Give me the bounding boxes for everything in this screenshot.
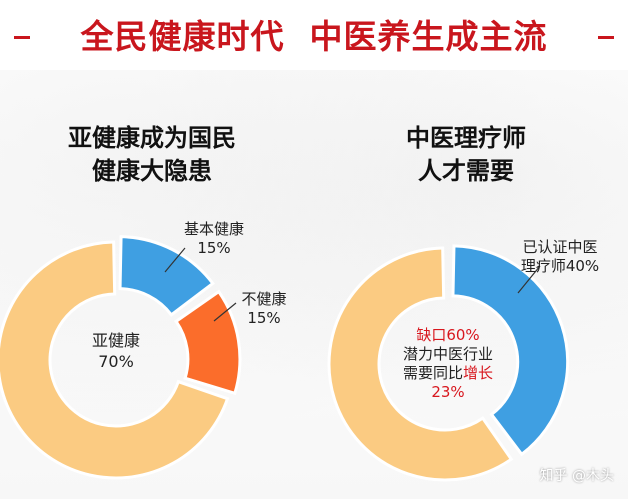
page-title-row: 全民健康时代 中医养生成主流 bbox=[0, 8, 628, 60]
leader-line-unhealthy bbox=[213, 302, 237, 322]
donut-chart-1 bbox=[0, 235, 242, 480]
donut1-slice-unhealthy bbox=[173, 289, 242, 396]
chart1-slice-label-basic-health: 基本健康 15% bbox=[174, 220, 254, 258]
chart2-center-label: 缺口60% 潜力中医行业 需要同比增长 23% bbox=[384, 326, 512, 402]
chart2-title: 中医理疗师 人才需要 bbox=[346, 122, 586, 188]
donut1-slice-basic-health bbox=[118, 235, 215, 317]
chart2-title-line2: 人才需要 bbox=[418, 157, 514, 185]
chart2-center-line2: 潜力中医行业 bbox=[402, 345, 493, 363]
leader-line-certified bbox=[517, 265, 541, 294]
chart1-center-label-value: 70% bbox=[98, 352, 134, 371]
chart2-center-line3-prefix: 需要同比 bbox=[402, 364, 463, 382]
chart2-slice-label-certified-line2: 理疗师40% bbox=[520, 257, 600, 275]
donut1-slice-subhealth bbox=[0, 240, 230, 480]
page-title: 全民健康时代 中医养生成主流 bbox=[80, 17, 548, 56]
chart1-title-line1: 亚健康成为国民 bbox=[68, 124, 236, 152]
leader-line-basic-health bbox=[164, 247, 186, 273]
chart1-slice-label-basic-health-value: 15% bbox=[197, 239, 231, 257]
chart1-slice-label-unhealthy: 不健康 15% bbox=[232, 290, 296, 328]
watermark: 知乎 @木头 bbox=[539, 468, 614, 484]
title-dash-right bbox=[598, 36, 614, 39]
chart1-title: 亚健康成为国民 健康大隐患 bbox=[32, 122, 272, 188]
chart2-title-line1: 中医理疗师 bbox=[406, 124, 526, 152]
chart2-center-line4: 23% bbox=[431, 383, 465, 401]
chart2-slice-label-certified: 已认证中医 理疗师40% bbox=[510, 238, 610, 276]
chart2-center-line3: 需要同比增长 bbox=[384, 364, 512, 383]
chart1-title-line2: 健康大隐患 bbox=[92, 157, 212, 185]
chart1-slice-label-unhealthy-name: 不健康 bbox=[241, 290, 287, 308]
chart2-center-gap: 缺口60% bbox=[416, 326, 480, 344]
chart1-center-label-name: 亚健康 bbox=[91, 331, 140, 350]
chart2-center-line3-highlight: 增长 bbox=[463, 364, 494, 382]
chart1-slice-label-unhealthy-value: 15% bbox=[247, 309, 281, 327]
title-dash-left bbox=[14, 36, 30, 39]
chart2-slice-label-certified-line1: 已认证中医 bbox=[522, 238, 598, 256]
chart1-center-label: 亚健康 70% bbox=[76, 330, 156, 372]
donut2-slice-gap bbox=[327, 246, 514, 482]
chart1-slice-label-basic-health-name: 基本健康 bbox=[183, 220, 244, 238]
